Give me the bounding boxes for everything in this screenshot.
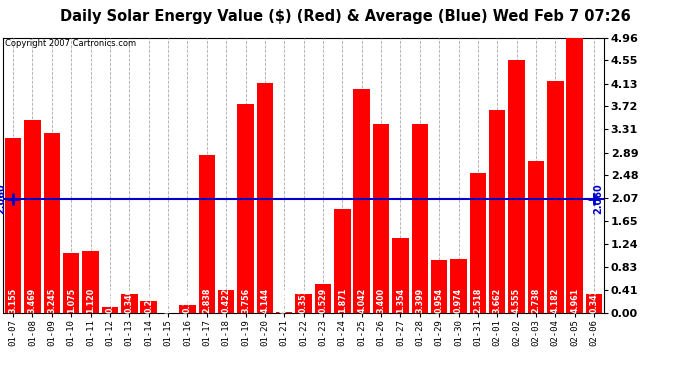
Text: 0.351: 0.351 [299,288,308,313]
Bar [24,120,41,313]
Bar [237,104,254,313]
Bar [451,259,466,313]
Text: 0.954: 0.954 [435,288,444,313]
Bar [547,81,564,313]
Bar [218,290,235,313]
Text: 4.144: 4.144 [260,288,269,313]
Text: 3.399: 3.399 [415,288,424,313]
Text: 0.226: 0.226 [144,287,153,313]
Bar [392,238,408,313]
Text: 3.400: 3.400 [377,288,386,313]
Bar [586,294,602,313]
Text: 1.871: 1.871 [338,287,347,313]
Bar [470,173,486,313]
Bar [431,260,447,313]
Bar [353,88,370,313]
Text: 0.422: 0.422 [221,287,230,313]
Text: 3.155: 3.155 [9,288,18,313]
Bar [121,294,137,313]
Text: 4.555: 4.555 [512,288,521,313]
Bar [257,83,273,313]
Bar [179,305,196,313]
Bar [5,138,21,313]
Text: 0.529: 0.529 [319,287,328,313]
Text: 1.120: 1.120 [86,287,95,313]
Text: 0.106: 0.106 [106,288,115,313]
Text: 2.518: 2.518 [473,287,482,313]
Text: 0.014: 0.014 [279,288,288,313]
Bar [82,251,99,313]
Text: 1.075: 1.075 [67,288,76,313]
Text: 2.060: 2.060 [594,183,604,214]
Text: 4.042: 4.042 [357,287,366,313]
Bar [411,124,428,313]
Text: Daily Solar Energy Value ($) (Red) & Average (Blue) Wed Feb 7 07:26: Daily Solar Energy Value ($) (Red) & Ave… [59,9,631,24]
Bar [141,301,157,313]
Text: 0.000: 0.000 [164,288,172,313]
Text: 1.354: 1.354 [396,288,405,313]
Bar [43,133,60,313]
Bar [63,254,79,313]
Text: Copyright 2007 Cartronics.com: Copyright 2007 Cartronics.com [5,39,136,48]
Text: 2.838: 2.838 [202,287,211,313]
Bar [566,38,583,313]
Bar [315,284,331,313]
Bar [509,60,525,313]
Bar [373,124,389,313]
Text: 3.756: 3.756 [241,288,250,313]
Text: 3.245: 3.245 [48,287,57,313]
Bar [295,294,312,313]
Text: 2.738: 2.738 [531,287,540,313]
Text: 2.060: 2.060 [0,183,6,214]
Text: 0.974: 0.974 [454,288,463,313]
Text: 0.143: 0.143 [183,288,192,313]
Text: 3.662: 3.662 [493,287,502,313]
Bar [199,155,215,313]
Bar [334,209,351,313]
Bar [489,110,506,313]
Text: 4.961: 4.961 [570,288,579,313]
Bar [101,307,118,313]
Text: 0.342: 0.342 [589,287,598,313]
Text: 0.340: 0.340 [125,288,134,313]
Bar [276,312,293,313]
Bar [528,161,544,313]
Text: 4.182: 4.182 [551,287,560,313]
Text: 3.469: 3.469 [28,288,37,313]
